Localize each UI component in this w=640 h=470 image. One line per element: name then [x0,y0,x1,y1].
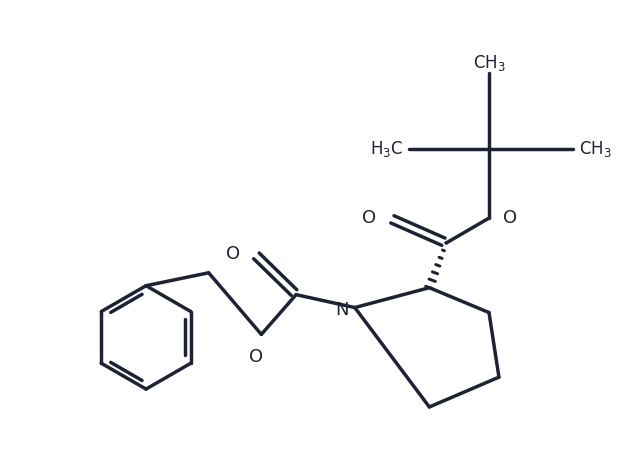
Text: O: O [362,209,376,227]
Text: N: N [335,300,349,319]
Text: CH$_3$: CH$_3$ [472,53,506,73]
Text: O: O [503,209,517,227]
Text: H$_3$C: H$_3$C [371,139,403,158]
Text: O: O [250,348,264,366]
Text: CH$_3$: CH$_3$ [579,139,612,158]
Text: O: O [227,245,241,263]
